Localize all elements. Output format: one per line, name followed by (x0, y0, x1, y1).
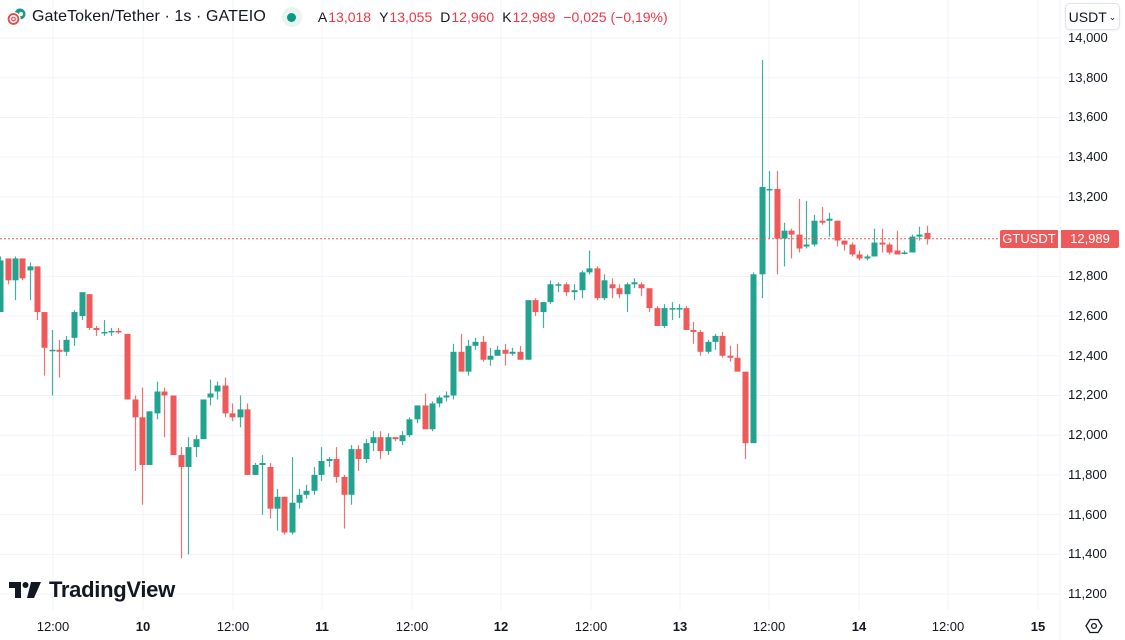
gatetoken-logo-icon (6, 7, 28, 27)
time-axis-label: 12 (493, 619, 509, 634)
last-price-symbol-tag: GTUSDT (1000, 230, 1058, 248)
price-axis-label: 11,400 (1068, 546, 1107, 562)
time-axis-label: 14 (851, 619, 867, 634)
symbol-title[interactable]: GateToken/Tether · 1s · GATEIO (32, 8, 266, 25)
price-axis-label: 12,600 (1068, 308, 1108, 324)
price-axis-label: 12,000 (1068, 427, 1108, 443)
time-axis-label: 12:00 (395, 619, 429, 634)
price-change: −0,025 (−0,19%) (563, 9, 668, 25)
status-dot-icon (287, 12, 297, 22)
last-price-tag: 12,989 (1061, 230, 1119, 248)
price-axis-label: 13,200 (1068, 188, 1108, 204)
chevron-down-icon: ⌄ (1108, 12, 1117, 22)
chart-grid (0, 0, 1061, 640)
price-axis-label: 13,400 (1068, 149, 1108, 165)
ohlc-high: Y13,055 (379, 9, 433, 25)
time-axis-label: 12:00 (752, 619, 786, 634)
ohlc-low: D12,960 (440, 9, 495, 25)
time-axis-label: 12:00 (931, 619, 965, 634)
price-axis-label: 14,000 (1068, 30, 1108, 45)
price-axis-label: 12,400 (1068, 347, 1108, 363)
chart-header: GateToken/Tether · 1s · GATEIO A13,018 Y… (6, 4, 668, 30)
time-axis-label: 12:00 (36, 619, 70, 634)
ohlc-values: A13,018 Y13,055 D12,960 K12,989 −0,025 (… (318, 9, 668, 25)
tradingview-logo-icon (9, 582, 41, 598)
ohlc-close: K12,989 (502, 9, 556, 25)
currency-selector-button[interactable]: USDT ⌄ (1065, 3, 1120, 30)
tradingview-logo-text: TradingView (49, 577, 175, 602)
currency-label: USDT (1068, 8, 1107, 25)
candlestick-series (0, 59, 931, 559)
time-axis-label: 13 (672, 619, 688, 634)
time-axis-label: 11 (315, 619, 329, 634)
time-axis-label: 12:00 (574, 619, 608, 634)
price-axis-label: 11,200 (1068, 586, 1107, 602)
price-axis-label: 11,600 (1068, 506, 1107, 522)
tradingview-logo[interactable]: TradingView (9, 577, 175, 603)
time-axis-label: 12:00 (216, 619, 250, 634)
gear-icon[interactable] (1085, 617, 1103, 635)
time-axis-label: 10 (135, 619, 151, 634)
price-axis-label: 13,600 (1068, 109, 1108, 125)
price-axis-label: 13,800 (1068, 69, 1108, 85)
price-axis-label: 12,200 (1068, 387, 1108, 403)
market-status-indicator[interactable] (281, 7, 302, 27)
price-axis-label: 12,800 (1068, 268, 1108, 284)
time-axis-label: 15 (1030, 619, 1046, 634)
ohlc-open: A13,018 (317, 9, 372, 25)
price-axis-label: 11,800 (1068, 466, 1107, 482)
